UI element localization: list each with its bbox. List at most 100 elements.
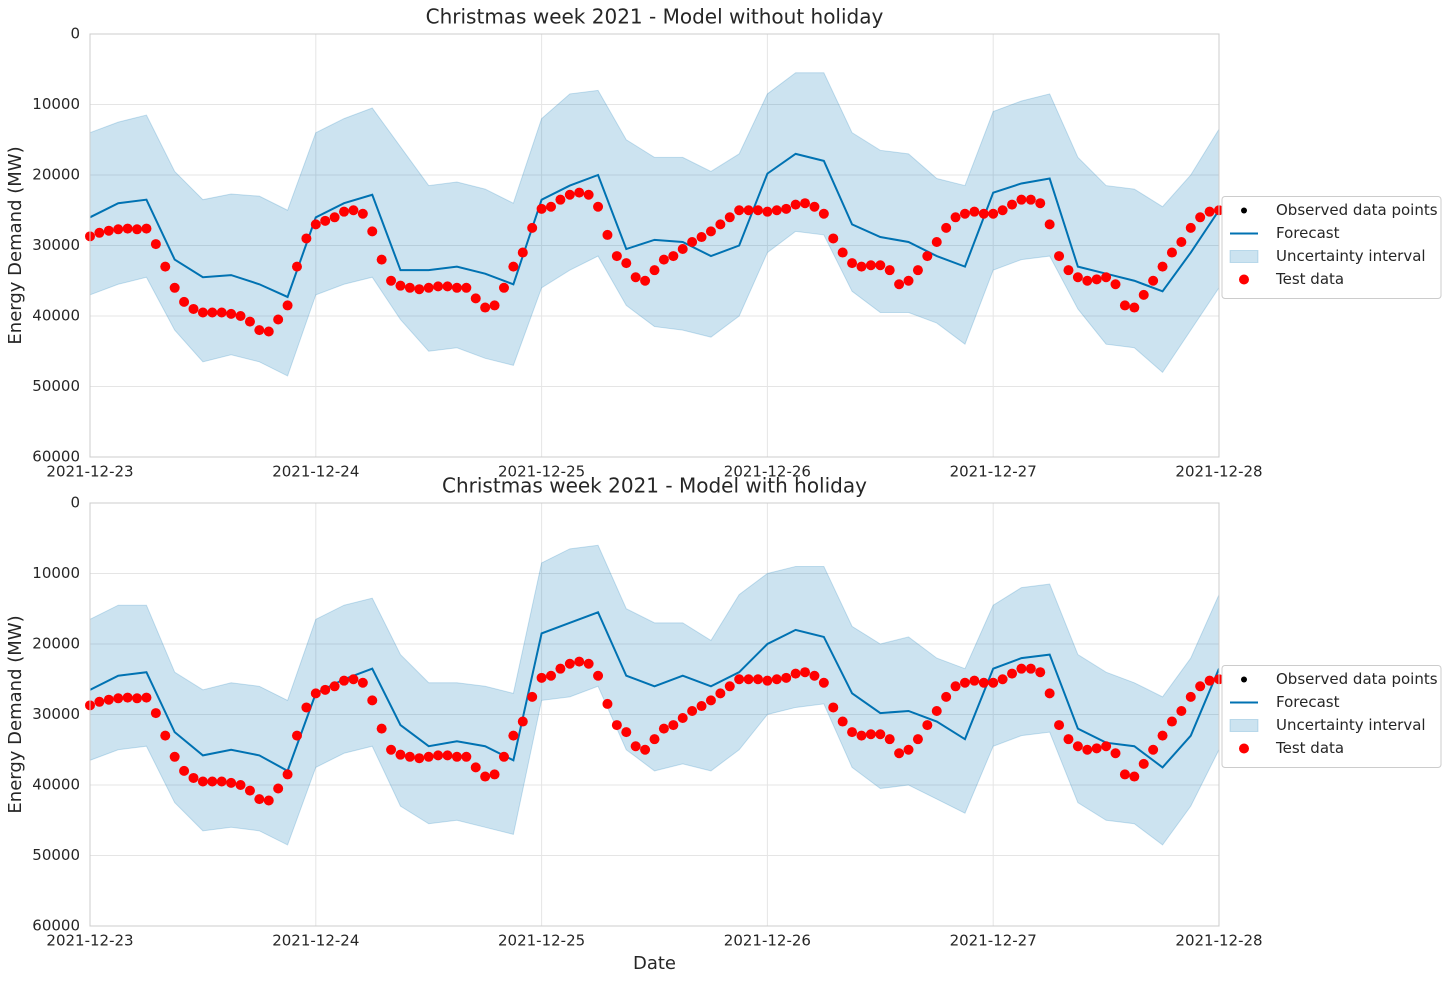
test-point [800, 198, 811, 209]
test-point [912, 734, 923, 745]
test-point [442, 750, 453, 761]
test-point [687, 705, 698, 716]
test-point [1101, 272, 1112, 283]
test-point [160, 261, 171, 272]
test-point [1204, 206, 1215, 217]
chart-title: Christmas week 2021 - Model with holiday [442, 474, 867, 498]
legend-frame [1221, 665, 1442, 768]
y-tick-label: 10000 [32, 95, 80, 113]
test-point [1110, 748, 1121, 759]
test-point [790, 668, 801, 679]
test-point [1195, 681, 1206, 692]
y-tick-label: 20000 [32, 166, 80, 184]
test-point [1129, 302, 1140, 313]
legend: Observed data points Forecast Uncertainty … [1221, 665, 1442, 768]
test-point [677, 244, 688, 255]
y-tick-label: 50000 [32, 377, 80, 395]
test-point [941, 691, 952, 702]
test-point [555, 194, 566, 205]
x-tick-label: 2021-12-28 [1175, 463, 1262, 481]
test-point [179, 765, 190, 776]
test-point [433, 750, 444, 761]
test-point [310, 688, 321, 699]
test-point [677, 713, 688, 724]
test-point [922, 251, 933, 262]
x-tick-label: 2021-12-23 [46, 463, 133, 481]
test-point [546, 201, 557, 212]
test-point [649, 265, 660, 276]
axes-frame [89, 502, 1220, 927]
test-point [207, 307, 218, 318]
test-point [122, 223, 133, 234]
test-point [1025, 663, 1036, 674]
test-point [564, 658, 575, 669]
test-point [978, 677, 989, 688]
test-point [715, 688, 726, 699]
test-point [188, 303, 199, 314]
test-point [593, 201, 604, 212]
test-point [969, 206, 980, 217]
y-tick-label: 40000 [32, 776, 80, 794]
test-point [1119, 769, 1130, 780]
test-point [527, 691, 538, 702]
chart-title: Christmas week 2021 - Model without holi… [426, 5, 884, 29]
test-point [743, 674, 754, 685]
x-tick-label: 2021-12-27 [950, 932, 1037, 950]
test-point [1176, 236, 1187, 247]
test-point [941, 222, 952, 233]
test-point [1044, 219, 1055, 230]
test-point [461, 282, 472, 293]
legend-swatch [1239, 743, 1249, 754]
test-point [912, 265, 923, 276]
test-point [132, 693, 143, 704]
test-point [254, 325, 265, 336]
test-point [602, 229, 613, 240]
test-point [150, 708, 161, 719]
test-point [978, 208, 989, 219]
test-point [103, 694, 114, 705]
test-point [1054, 251, 1065, 262]
test-point [988, 208, 999, 219]
test-point [903, 744, 914, 755]
test-point [621, 727, 632, 738]
test-point [593, 670, 604, 681]
test-point [263, 326, 274, 337]
subplot: 01000020000300004000050000600002021-12-2… [5, 474, 1442, 974]
uncertainty-band [90, 72, 1219, 377]
test-point [141, 692, 152, 703]
test-point [386, 744, 397, 755]
test-point [498, 282, 509, 293]
test-point [705, 226, 716, 237]
test-point [348, 674, 359, 685]
plot-area [90, 544, 1219, 846]
test-point [1035, 667, 1046, 678]
test-point [950, 681, 961, 692]
x-tick-label: 2021-12-24 [272, 932, 359, 950]
test-point [480, 302, 491, 313]
test-point [602, 698, 613, 709]
test-point [1185, 691, 1196, 702]
y-axis-label: Energy Demand (MW) [5, 146, 26, 344]
y-tick-label: 0 [70, 494, 80, 512]
test-point [273, 314, 284, 325]
test-point [414, 753, 425, 764]
test-point [611, 720, 622, 731]
test-point [809, 670, 820, 681]
test-point [696, 701, 707, 712]
legend-frame [1221, 196, 1442, 299]
test-point [611, 251, 622, 262]
test-point [498, 751, 509, 762]
test-point [969, 675, 980, 686]
legend-label: Test data [1275, 270, 1344, 288]
test-point [1166, 716, 1177, 727]
test-point [132, 224, 143, 235]
y-tick-label: 30000 [32, 236, 80, 254]
forecast-line [90, 611, 1219, 773]
test-point [847, 258, 858, 269]
test-point [630, 272, 641, 283]
test-point [103, 225, 114, 236]
test-point [244, 785, 255, 796]
test-point [828, 702, 839, 713]
test-point [527, 222, 538, 233]
test-point [1204, 675, 1215, 686]
